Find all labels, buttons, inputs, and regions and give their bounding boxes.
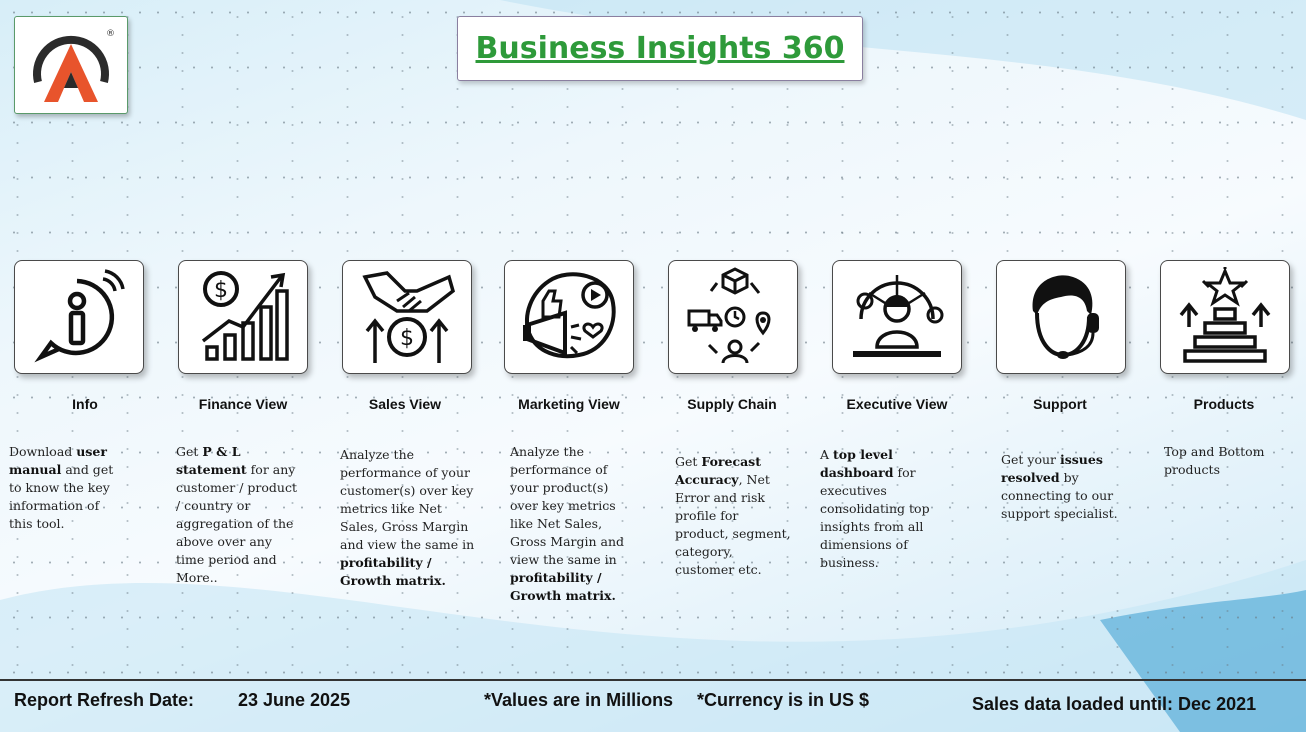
desc-info: Download user manual and get to know the…	[9, 444, 114, 531]
desc-finance: Get P & L statement for any customer / p…	[176, 444, 297, 585]
marketing-megaphone-icon	[523, 272, 616, 359]
registered-mark: ®	[106, 29, 115, 39]
tile-executive[interactable]	[832, 260, 962, 374]
page-title: Business Insights 360	[475, 31, 845, 66]
desc-products: Top and Bottom products	[1164, 444, 1265, 477]
tile-supply-chain[interactable]	[668, 260, 798, 374]
desc-marketing: Analyze the performance of your product(…	[510, 444, 625, 603]
desc-executive: A top level dashboard for executives con…	[820, 447, 930, 570]
tile-label-support[interactable]: Support	[1033, 396, 1087, 412]
desc-supply-chain: Get Forecast Accuracy, Net Error and ris…	[675, 454, 791, 577]
tile-label-executive[interactable]: Executive View	[846, 396, 948, 412]
title-banner: Business Insights 360	[457, 16, 863, 81]
info-icon	[34, 269, 125, 363]
tile-label-supply-chain[interactable]: Supply Chain	[687, 396, 777, 412]
supply-chain-cycle-icon	[687, 267, 771, 364]
company-logo[interactable]: ®	[14, 16, 128, 114]
tile-info[interactable]	[14, 260, 144, 374]
currency-note: *Currency is in US $	[697, 690, 870, 710]
tile-sales[interactable]: $	[342, 260, 472, 374]
tile-label-info[interactable]: Info	[72, 396, 98, 412]
tile-label-products[interactable]: Products	[1193, 396, 1255, 412]
tile-products[interactable]	[1160, 260, 1290, 374]
finance-growth-icon: $	[201, 271, 289, 361]
refresh-date-value: 23 June 2025	[238, 690, 351, 710]
executive-person-icon	[853, 275, 944, 357]
footer-divider	[0, 679, 1306, 681]
tile-marketing[interactable]	[504, 260, 634, 374]
tile-label-sales[interactable]: Sales View	[368, 396, 442, 412]
desc-support: Get your issues resolved by connecting t…	[1001, 452, 1118, 521]
values-note: *Values are in Millions	[484, 690, 674, 710]
svg-text:$: $	[400, 326, 414, 351]
refresh-date-label: Report Refresh Date:	[14, 690, 195, 710]
support-headset-icon	[1032, 275, 1099, 359]
tile-label-marketing[interactable]: Marketing View	[518, 396, 620, 412]
desc-sales: Analyze the performance of your customer…	[340, 447, 475, 588]
svg-text:$: $	[214, 278, 228, 303]
handshake-money-icon: $	[362, 271, 456, 363]
tile-finance[interactable]: $	[178, 260, 308, 374]
tile-label-finance[interactable]: Finance View	[198, 396, 288, 412]
tile-support[interactable]	[996, 260, 1126, 374]
atliq-logo-icon: ®	[33, 29, 115, 102]
sales-loaded-until: Sales data loaded until: Dec 2021	[972, 694, 1257, 714]
products-podium-icon	[1179, 267, 1271, 363]
